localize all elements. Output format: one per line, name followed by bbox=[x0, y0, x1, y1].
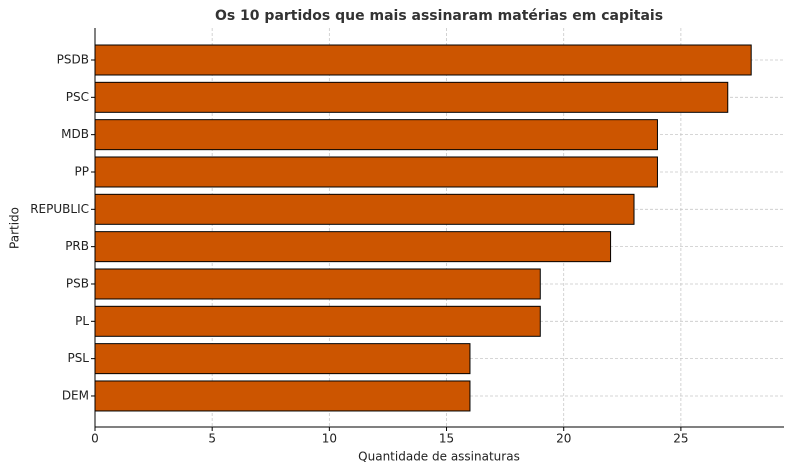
bar bbox=[94, 44, 752, 76]
bar bbox=[94, 343, 471, 375]
bar bbox=[94, 119, 658, 151]
x-tick-label: 20 bbox=[556, 432, 571, 446]
y-tick-label: REPUBLIC bbox=[30, 202, 89, 216]
chart-title: Os 10 partidos que mais assinaram matéri… bbox=[215, 8, 663, 24]
y-tick-label: PSC bbox=[66, 90, 89, 104]
bar bbox=[94, 81, 729, 113]
bar bbox=[94, 380, 471, 412]
y-axis-label: Partido bbox=[8, 207, 22, 249]
y-tick-label: PP bbox=[75, 164, 89, 178]
bar bbox=[94, 268, 541, 300]
x-tick-label: 10 bbox=[322, 432, 337, 446]
y-tick-label: DEM bbox=[62, 388, 89, 402]
x-tick-label: 0 bbox=[91, 432, 99, 446]
y-tick-label: PSB bbox=[66, 276, 89, 290]
bar bbox=[94, 193, 635, 225]
x-tick-label: 25 bbox=[673, 432, 688, 446]
bar bbox=[94, 305, 541, 337]
bars bbox=[94, 44, 752, 412]
bar bbox=[94, 231, 612, 263]
y-tick-label: PSL bbox=[67, 351, 89, 365]
x-axis-label: Quantidade de assinaturas bbox=[358, 450, 520, 464]
x-tick-label: 15 bbox=[439, 432, 454, 446]
bar bbox=[94, 156, 658, 188]
y-tick-label: PL bbox=[75, 314, 89, 328]
y-tick-label: MDB bbox=[61, 127, 89, 141]
y-tick-label: PRB bbox=[65, 239, 89, 253]
x-tick-label: 5 bbox=[208, 432, 216, 446]
y-tick-label: PSDB bbox=[57, 53, 89, 67]
